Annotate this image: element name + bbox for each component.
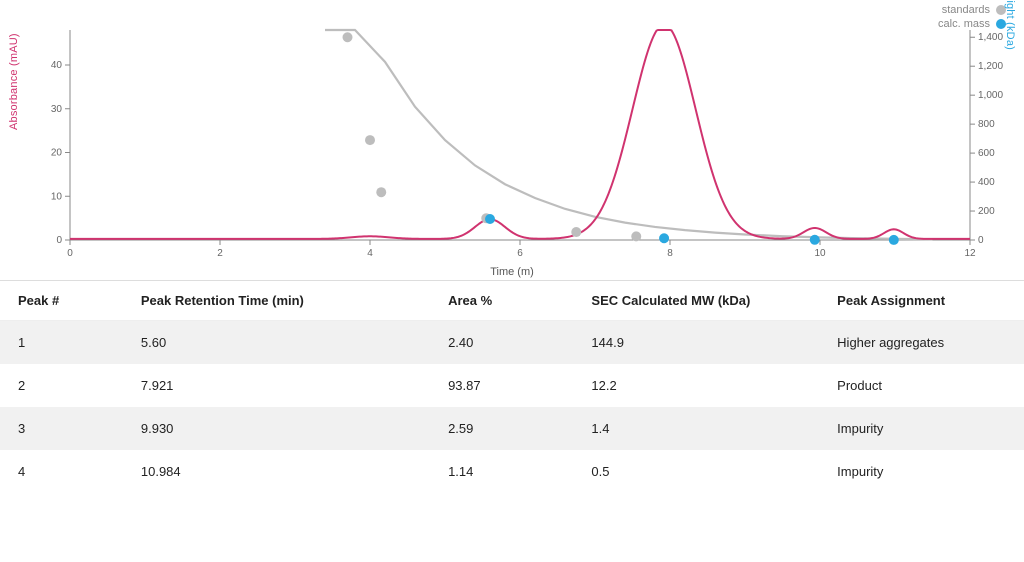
- table-cell: 2: [0, 364, 123, 407]
- table-cell: 1.14: [430, 450, 573, 493]
- svg-text:40: 40: [51, 60, 63, 71]
- svg-text:10: 10: [814, 248, 826, 259]
- svg-text:6: 6: [517, 248, 523, 259]
- table-cell: 93.87: [430, 364, 573, 407]
- svg-text:10: 10: [51, 191, 63, 202]
- peak-table: Peak #Peak Retention Time (min)Area %SEC…: [0, 280, 1024, 493]
- table-cell: 3: [0, 407, 123, 450]
- svg-text:2: 2: [217, 248, 223, 259]
- svg-text:400: 400: [978, 177, 995, 188]
- table-row: 410.9841.140.5Impurity: [0, 450, 1024, 493]
- table-cell: Impurity: [819, 407, 1024, 450]
- table-cell: 1: [0, 321, 123, 365]
- table-cell: 7.921: [123, 364, 430, 407]
- table-cell: Impurity: [819, 450, 1024, 493]
- table-cell: 4: [0, 450, 123, 493]
- sec-report: standards calc. mass Absorbance (mAU) Mo…: [0, 0, 1024, 493]
- table-row: 27.92193.8712.2Product: [0, 364, 1024, 407]
- table-header-cell: Peak Assignment: [819, 281, 1024, 321]
- table-cell: Product: [819, 364, 1024, 407]
- table-header-cell: Area %: [430, 281, 573, 321]
- svg-text:800: 800: [978, 119, 995, 130]
- table-header-row: Peak #Peak Retention Time (min)Area %SEC…: [0, 281, 1024, 321]
- chromatogram-chart: standards calc. mass Absorbance (mAU) Mo…: [0, 0, 1024, 280]
- table-row: 39.9302.591.4Impurity: [0, 407, 1024, 450]
- table-body: 15.602.40144.9Higher aggregates27.92193.…: [0, 321, 1024, 494]
- svg-text:1,000: 1,000: [978, 90, 1003, 101]
- svg-text:0: 0: [67, 248, 73, 259]
- svg-text:30: 30: [51, 104, 63, 115]
- svg-text:0: 0: [56, 235, 62, 246]
- svg-text:1,400: 1,400: [978, 32, 1003, 43]
- plot-svg: 02468101201020304002004006008001,0001,20…: [0, 0, 1024, 280]
- table-cell: 144.9: [573, 321, 819, 365]
- table-cell: Higher aggregates: [819, 321, 1024, 365]
- table-cell: 12.2: [573, 364, 819, 407]
- table-cell: 1.4: [573, 407, 819, 450]
- table-cell: 9.930: [123, 407, 430, 450]
- table-header-cell: Peak #: [0, 281, 123, 321]
- table-cell: 10.984: [123, 450, 430, 493]
- svg-text:0: 0: [978, 235, 984, 246]
- svg-text:12: 12: [964, 248, 976, 259]
- table-header-cell: SEC Calculated MW (kDa): [573, 281, 819, 321]
- svg-text:8: 8: [667, 248, 673, 259]
- table-cell: 2.40: [430, 321, 573, 365]
- table-cell: 5.60: [123, 321, 430, 365]
- svg-text:600: 600: [978, 148, 995, 159]
- svg-text:4: 4: [367, 248, 373, 259]
- table-row: 15.602.40144.9Higher aggregates: [0, 321, 1024, 365]
- table-header-cell: Peak Retention Time (min): [123, 281, 430, 321]
- svg-text:20: 20: [51, 148, 63, 159]
- table-cell: 2.59: [430, 407, 573, 450]
- svg-text:1,200: 1,200: [978, 61, 1003, 72]
- svg-text:200: 200: [978, 206, 995, 217]
- table-cell: 0.5: [573, 450, 819, 493]
